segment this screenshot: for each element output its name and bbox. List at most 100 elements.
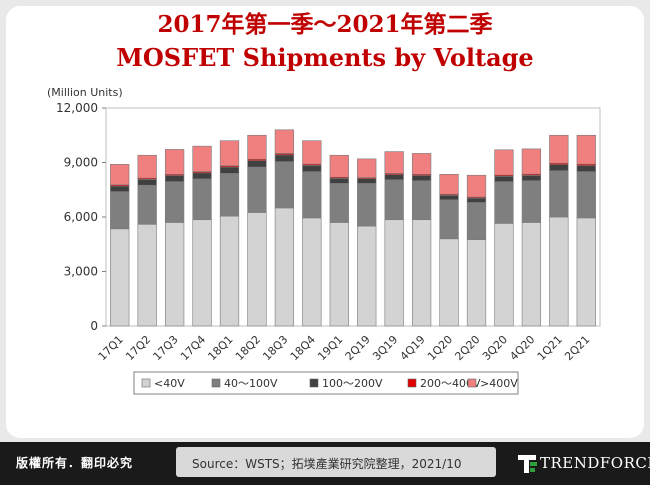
bar-segment-17Q2-s1 bbox=[137, 184, 157, 225]
bar-segment-3Q19-s4 bbox=[384, 151, 404, 174]
bar-segment-3Q19-s0 bbox=[384, 219, 404, 327]
bar-segment-2Q19-s1 bbox=[357, 183, 377, 227]
bar-segment-3Q20-s0 bbox=[494, 223, 514, 327]
bar-segment-18Q3-s4 bbox=[274, 129, 295, 154]
bar-segment-17Q4-s0 bbox=[192, 219, 212, 327]
bar-segment-18Q4-s0 bbox=[302, 217, 322, 327]
legend-swatch-0 bbox=[141, 378, 151, 388]
brand-logo: TRENDFORCE bbox=[510, 449, 650, 477]
bar-segment-4Q19-s1 bbox=[411, 180, 432, 221]
bar-segment-17Q2-s0 bbox=[137, 223, 157, 327]
bar-segment-17Q4-s2 bbox=[192, 172, 212, 180]
bar-segment-18Q1-s0 bbox=[219, 215, 240, 327]
bar-segment-2Q19-s4 bbox=[357, 158, 377, 178]
x-tick-label: 19Q1 bbox=[315, 333, 345, 363]
bar-segment-1Q20-s4 bbox=[439, 174, 459, 195]
x-tick-label: 17Q4 bbox=[178, 333, 208, 363]
bar-segment-18Q3-s2 bbox=[274, 154, 295, 162]
bar-segment-4Q20-s1 bbox=[521, 180, 542, 223]
bar-segment-17Q4-s1 bbox=[192, 178, 212, 221]
legend-swatch-2 bbox=[309, 378, 319, 388]
x-tick-label: 17Q3 bbox=[151, 333, 181, 363]
x-tick-label: 4Q20 bbox=[507, 333, 537, 363]
bar-segment-19Q1-s0 bbox=[329, 222, 349, 327]
y-tick-label: 6,000 bbox=[64, 210, 98, 224]
bar-segment-2Q21-s4 bbox=[576, 134, 596, 165]
y-tick-label: 9,000 bbox=[64, 156, 98, 170]
brand-name: TRENDFORCE bbox=[540, 454, 650, 472]
bar-segment-2Q21-s0 bbox=[576, 217, 596, 327]
bar-segment-17Q2-s2 bbox=[137, 179, 157, 186]
bar-segment-1Q20-s2 bbox=[439, 195, 459, 201]
bar-segment-3Q20-s1 bbox=[494, 181, 514, 224]
bar-segment-4Q19-s0 bbox=[411, 219, 432, 327]
bar-segment-17Q1-s0 bbox=[110, 228, 130, 327]
bar-segment-18Q1-s4 bbox=[219, 140, 240, 167]
x-tick-label: 17Q2 bbox=[123, 333, 153, 363]
bar-segment-1Q20-s0 bbox=[439, 238, 459, 327]
bar-segment-17Q1-s2 bbox=[110, 185, 130, 192]
bar-segment-18Q1-s2 bbox=[219, 166, 240, 174]
y-axis-label: (Million Units) bbox=[47, 86, 123, 99]
x-tick-label: 18Q3 bbox=[260, 333, 290, 363]
source-text: Source：WSTS；拓墣產業研究院整理，2021/10 bbox=[192, 457, 462, 471]
bar-segment-2Q20-s0 bbox=[466, 239, 487, 327]
bar-segment-4Q20-s2 bbox=[521, 175, 542, 181]
bar-segment-18Q2-s0 bbox=[247, 212, 267, 327]
x-tick-label: 4Q19 bbox=[398, 333, 428, 363]
bar-segment-18Q4-s4 bbox=[302, 140, 322, 165]
bar-segment-4Q20-s4 bbox=[521, 148, 542, 175]
bar-segment-17Q2-s4 bbox=[137, 154, 157, 179]
bar-segment-1Q21-s2 bbox=[549, 164, 569, 171]
bar-segment-17Q3-s0 bbox=[164, 222, 185, 327]
bar-segment-17Q3-s4 bbox=[164, 149, 185, 175]
legend-label-4: >400V bbox=[480, 377, 518, 390]
bar-segment-4Q19-s2 bbox=[411, 175, 432, 181]
copyright-text: 版權所有．翻印必究 bbox=[16, 456, 134, 470]
bar-segment-18Q4-s1 bbox=[302, 171, 322, 219]
x-tick-label: 2Q20 bbox=[452, 333, 482, 363]
bar-segment-3Q20-s4 bbox=[494, 149, 514, 176]
legend-swatch-1 bbox=[211, 378, 221, 388]
bar-segment-19Q1-s4 bbox=[329, 154, 349, 178]
bar-segment-1Q21-s4 bbox=[549, 134, 569, 164]
bar-segment-2Q20-s1 bbox=[466, 202, 487, 241]
x-tick-label: 2Q19 bbox=[343, 333, 373, 363]
y-tick-label: 3,000 bbox=[64, 265, 98, 279]
x-tick-label: 18Q4 bbox=[288, 333, 318, 363]
x-tick-label: 18Q1 bbox=[205, 333, 235, 363]
source-background bbox=[176, 447, 496, 477]
legend-label-2: 100～200V bbox=[322, 377, 383, 390]
chart-title-line2: MOSFET Shipments by Voltage bbox=[116, 43, 534, 72]
bar-segment-18Q3-s0 bbox=[274, 207, 295, 327]
legend-box bbox=[133, 371, 519, 395]
chart-title-line1: 2017年第一季～2021年第二季 bbox=[157, 11, 493, 38]
legend-label-3: 200～400V bbox=[420, 377, 481, 390]
bar-segment-17Q1-s4 bbox=[110, 164, 130, 186]
bar-segment-4Q20-s0 bbox=[521, 222, 542, 327]
x-tick-label: 18Q2 bbox=[233, 333, 263, 363]
x-tick-label: 3Q19 bbox=[370, 333, 400, 363]
bar-segment-18Q2-s1 bbox=[247, 166, 267, 213]
bar-segment-18Q2-s4 bbox=[247, 134, 267, 160]
bar-segment-18Q3-s1 bbox=[274, 161, 295, 209]
bar-segment-1Q20-s1 bbox=[439, 199, 459, 240]
x-tick-label: 3Q20 bbox=[480, 333, 510, 363]
bar-segment-2Q21-s1 bbox=[576, 171, 596, 219]
bar-segment-2Q19-s2 bbox=[357, 178, 377, 184]
stacked-bar-chart: (Million Units) 0 3,000 6,000 9,000 12,000 17Q… bbox=[47, 86, 601, 395]
bar-segment-17Q3-s2 bbox=[164, 175, 185, 182]
x-tick-label: 2Q21 bbox=[562, 333, 592, 363]
x-tick-label: 1Q21 bbox=[535, 333, 565, 363]
legend-label-1: 40～100V bbox=[224, 377, 278, 390]
x-tick-label: 1Q20 bbox=[425, 333, 455, 363]
bar-segment-2Q19-s0 bbox=[357, 225, 377, 327]
bar-segment-19Q1-s2 bbox=[329, 178, 349, 184]
bar-segment-1Q21-s0 bbox=[549, 216, 569, 327]
y-tick-label: 0 bbox=[90, 319, 98, 333]
trendforce-logo-icon bbox=[518, 455, 537, 473]
bar-segment-19Q1-s1 bbox=[329, 183, 349, 223]
bar-segment-18Q1-s1 bbox=[219, 173, 240, 217]
bar-segment-3Q20-s2 bbox=[494, 176, 514, 182]
bar-segment-2Q20-s2 bbox=[466, 197, 487, 203]
